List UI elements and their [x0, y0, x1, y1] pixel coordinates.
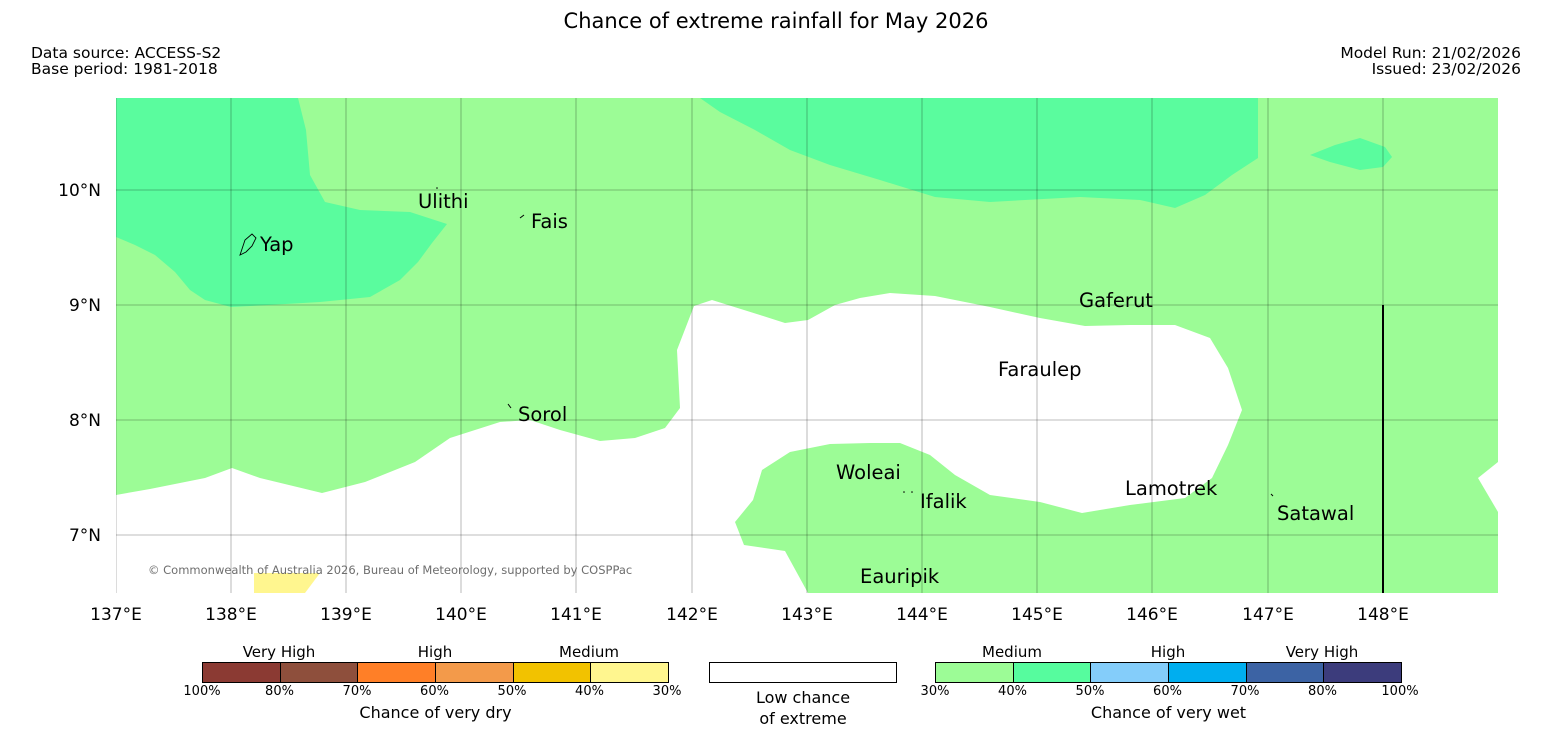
- wet-tick-label: 40%: [998, 684, 1027, 699]
- dry-tick-label: 70%: [342, 684, 372, 699]
- dry-swatch: [512, 663, 591, 682]
- lat-label: 10°N: [58, 181, 101, 201]
- place-label-eauripik: Eauripik: [860, 565, 940, 588]
- medium-high-wet-region-yap: [116, 98, 447, 307]
- dry-category-medium: Medium: [559, 643, 619, 661]
- dry-legend: Very High High Medium 100% 80% 70% 60% 50% 40…: [183, 0, 681, 736]
- wet-tick-label: 60%: [1153, 684, 1182, 699]
- lat-label: 8°N: [69, 411, 101, 431]
- place-label-lamotrek: Lamotrek: [1125, 477, 1218, 500]
- dry-swatch: [203, 663, 280, 682]
- wet-swatch: [1090, 663, 1169, 682]
- place-label-ulithi: Ulithi: [418, 190, 469, 213]
- page-title: Chance of extreme rainfall for May 2026: [563, 9, 989, 33]
- lon-label: 138°E: [205, 605, 257, 625]
- low-chance-region: [116, 293, 1242, 593]
- wet-category-medium: Medium: [982, 643, 1042, 661]
- lon-label: 140°E: [435, 605, 487, 625]
- ulithi-island-icon: [436, 187, 438, 189]
- satawal-island-icon: [1270, 493, 1274, 497]
- model-run: Model Run: 21/02/2026: [1340, 44, 1521, 62]
- dry-swatch: [357, 663, 436, 682]
- lon-label: 145°E: [1011, 605, 1063, 625]
- lat-label: 7°N: [69, 526, 101, 546]
- lon-label: 139°E: [320, 605, 372, 625]
- place-label-gaferut: Gaferut: [1079, 289, 1153, 312]
- place-label-sorol: Sorol: [518, 403, 567, 426]
- dry-tick-label: 50%: [497, 684, 527, 699]
- base-period: Base period: 1981-2018: [31, 60, 218, 78]
- wet-legend-title: Chance of very wet: [1090, 703, 1247, 722]
- place-label-fais: Fais: [531, 210, 568, 233]
- low-chance-label-2: of extreme: [759, 709, 847, 728]
- place-label-faraulep: Faraulep: [998, 358, 1082, 381]
- lon-label: 137°E: [90, 605, 142, 625]
- lat-label: 9°N: [69, 296, 101, 316]
- ifalik-island-icon: [903, 491, 905, 493]
- wet-category-high: High: [1150, 643, 1186, 661]
- issued-date: Issued: 23/02/2026: [1371, 60, 1521, 78]
- wet-swatch: [1245, 663, 1324, 682]
- wet-legend: Medium High Very High 30% 40% 50% 60% 70% 80%…: [921, 0, 1419, 736]
- sorol-island-icon: [507, 403, 512, 409]
- dry-swatch: [279, 663, 358, 682]
- low-chance-label-1: Low chance: [755, 688, 851, 707]
- fais-island-icon: [519, 214, 525, 219]
- place-label-woleai: Woleai: [836, 461, 901, 484]
- place-label-yap: Yap: [259, 233, 294, 256]
- dry-category-high: High: [417, 643, 453, 661]
- ifalik-island-icon: [911, 491, 913, 493]
- place-label-ifalik: Ifalik: [920, 490, 967, 513]
- wet-tick-label: 50%: [1075, 684, 1105, 699]
- low-chance-swatch: [709, 662, 897, 683]
- copyright-notice: © Commonwealth of Australia 2026, Bureau…: [148, 563, 632, 577]
- dry-tick-label: 40%: [575, 684, 604, 699]
- medium-high-wet-region-ne: [1310, 138, 1392, 170]
- dry-tick-label: 30%: [652, 684, 682, 699]
- lon-label: 147°E: [1242, 605, 1294, 625]
- lon-label: 142°E: [666, 605, 718, 625]
- lon-label: 146°E: [1126, 605, 1178, 625]
- lon-label: 143°E: [781, 605, 833, 625]
- wet-tick-label: 100%: [1381, 684, 1419, 699]
- lon-label: 141°E: [550, 605, 602, 625]
- dry-medium-region: [254, 573, 320, 593]
- dry-tick-label: 60%: [420, 684, 449, 699]
- dry-swatch: [590, 663, 669, 682]
- dry-tick-label: 80%: [265, 684, 294, 699]
- wet-swatch: [1323, 663, 1402, 682]
- yap-island-icon: [239, 233, 257, 256]
- wet-category-very-high: Very High: [1285, 643, 1359, 661]
- wet-swatch: [936, 663, 1013, 682]
- place-label-satawal: Satawal: [1277, 502, 1354, 525]
- medium-high-wet-region-north: [700, 98, 1258, 208]
- wet-swatch: [1168, 663, 1246, 682]
- dry-colorbar: [202, 662, 669, 683]
- dry-category-very-high: Very High: [242, 643, 316, 661]
- wet-colorbar: [935, 662, 1402, 683]
- dry-swatch: [435, 663, 513, 682]
- lon-label: 144°E: [896, 605, 948, 625]
- wet-swatch: [1012, 663, 1091, 682]
- dry-tick-label: 100%: [183, 684, 221, 699]
- graticule: [116, 98, 1498, 593]
- lon-label: 148°E: [1357, 605, 1409, 625]
- data-source: Data source: ACCESS-S2: [31, 44, 222, 62]
- dry-legend-title: Chance of very dry: [359, 703, 512, 722]
- wet-tick-label: 30%: [920, 684, 950, 699]
- wet-tick-label: 80%: [1308, 684, 1337, 699]
- wet-tick-label: 70%: [1230, 684, 1260, 699]
- low-chance-region-east: [1478, 462, 1498, 512]
